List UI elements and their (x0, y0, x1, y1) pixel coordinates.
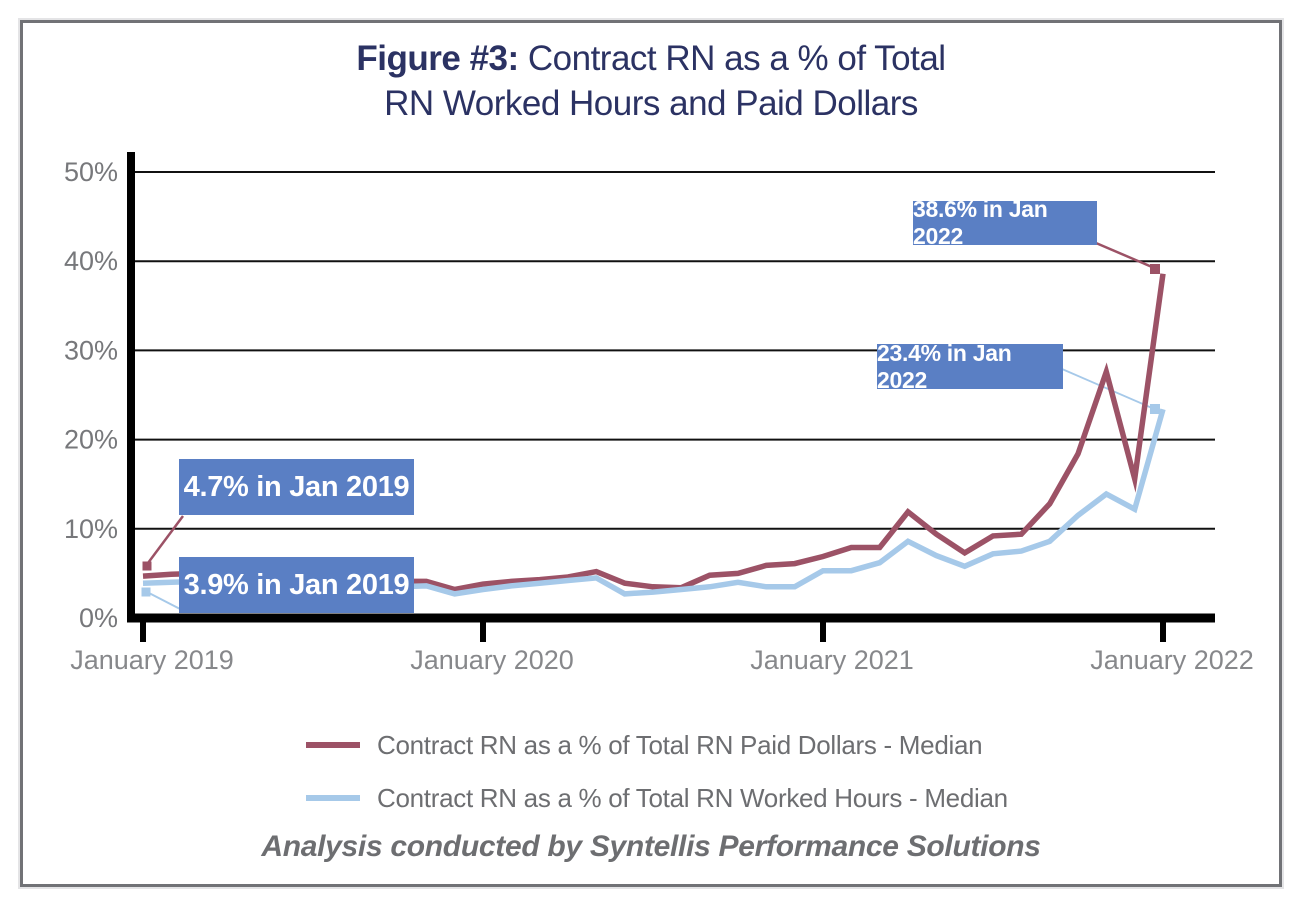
chart-title-line2: RN Worked Hours and Paid Dollars (384, 84, 918, 123)
y-axis-label-20: 20% (64, 425, 118, 455)
annotation-worked-jan-2022: 23.4% in Jan 2022 (877, 340, 1063, 393)
worked-hours-legend-label: Contract RN as a % of Total RN Worked Ho… (377, 782, 1008, 813)
legend: Contract RN as a % of Total RN Paid Doll… (306, 729, 1008, 838)
x-axis-label-1: January 2020 (410, 645, 574, 675)
y-axis-label-10: 10% (64, 514, 118, 544)
callout-anchor-marker-3 (1150, 404, 1160, 414)
y-axis-label-30: 30% (64, 335, 118, 365)
chart-title-line1: Figure #3: Contract RN as a % of Total (0, 36, 1302, 81)
callout-leader-line-3 (1061, 368, 1153, 409)
chart-title-line1-rest: Contract RN as a % of Total (527, 39, 946, 78)
y-axis-label-40: 40% (64, 246, 118, 276)
callout-anchor-marker-0 (142, 561, 152, 571)
paid-dollars-legend-label: Contract RN as a % of Total RN Paid Doll… (377, 729, 983, 760)
callout-leader-line-0 (146, 515, 185, 564)
callout-anchor-marker-1 (141, 587, 151, 597)
chart-title-prefix: Figure #3: (356, 39, 528, 78)
y-axis-label-0: 0% (79, 603, 118, 633)
y-axis-label-50: 50% (64, 157, 118, 187)
legend-item-paid-dollars: Contract RN as a % of Total RN Paid Doll… (306, 729, 1008, 760)
attribution-text: Analysis conducted by Syntellis Performa… (261, 830, 1041, 863)
legend-item-worked-hours: Contract RN as a % of Total RN Worked Ho… (306, 782, 1008, 813)
x-axis-label-3: January 2022 (1090, 645, 1254, 675)
callout-anchor-marker-2 (1150, 264, 1160, 274)
annotation-paid-jan-2022: 38.6% in Jan 2022 (913, 196, 1097, 249)
worked-hours-line-swatch (306, 795, 360, 801)
chart-title: Figure #3: Contract RN as a % of Total R… (0, 36, 1302, 126)
x-axis-label-0: January 2019 (70, 645, 234, 675)
figure-border-frame (20, 20, 1282, 887)
paid-dollars-line-swatch (306, 742, 360, 748)
callout-leader-line-2 (1095, 241, 1153, 269)
x-axis-label-2: January 2021 (750, 645, 914, 675)
annotation-paid-jan-2019: 4.7% in Jan 2019 (179, 459, 414, 515)
paid-dollars-line (142, 273, 1166, 593)
annotation-worked-jan-2019: 3.9% in Jan 2019 (179, 557, 414, 613)
callout-leader-line-1 (148, 592, 183, 611)
